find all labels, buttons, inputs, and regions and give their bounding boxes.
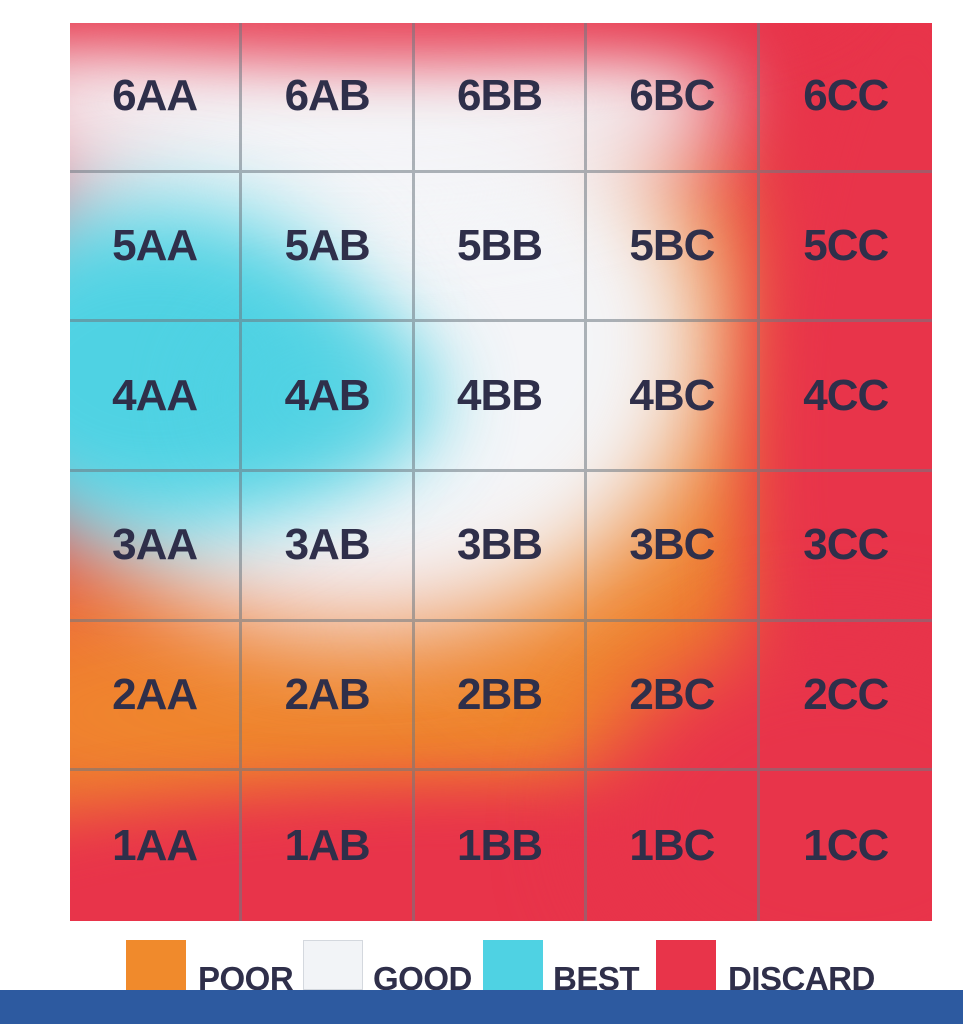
legend-swatch-good [303,940,363,990]
grid-cell-5BB: 5BB [414,172,588,323]
grid-cell-5BC: 5BC [587,172,760,323]
grid-cell-4BC: 4BC [587,322,760,472]
grid-cell-3BC: 3BC [587,472,760,622]
grid-cell-3AA: 3AA [70,472,243,622]
grid-cell-5AA: 5AA [70,172,243,323]
grid-cell-4CC: 4CC [759,322,932,472]
grid-cell-2BB: 2BB [414,621,588,772]
grid-cell-1BB: 1BB [415,771,588,921]
grid-cell-4BB: 4BB [414,322,588,472]
grid-cell-3CC: 3CC [759,472,932,622]
grid-cell-5AB: 5AB [242,172,415,323]
grid-cell-2BC: 2BC [587,621,760,772]
grid-cell-1BC: 1BC [587,771,760,921]
cell-grid: 6AA 6AB 6BB 6BC 6CC 5AA 5AB 5BB 5BC 5CC … [70,23,932,921]
grid-cell-2AB: 2AB [242,621,415,772]
grid-cell-2AA: 2AA [70,621,243,772]
grid-cell-6AB: 6AB [242,23,415,173]
grid-cell-1AA: 1AA [70,771,243,921]
grid-cell-3BB: 3BB [414,472,588,622]
grid-cell-4AA: 4AA [70,322,243,472]
grid-cell-6BC: 6BC [587,23,760,173]
legend-swatch-best [483,940,543,990]
grid-cell-5CC: 5CC [759,173,932,323]
grid-cell-6BB: 6BB [414,23,588,173]
grid-cell-1AB: 1AB [242,771,415,921]
grid-cell-1CC: 1CC [803,821,889,871]
grid-cell-6AA: 6AA [70,23,243,173]
legend-swatch-discard [656,940,716,990]
grid-cell-3AB: 3AB [242,472,415,622]
grid-cell-6CC: 6CC [759,23,932,173]
bottom-bar [0,990,963,1024]
legend-swatch-poor [126,940,186,990]
grid-cell-4AB: 4AB [242,322,415,472]
legend: POOR GOOD BEST DISCARD [0,935,963,997]
genotype-grid: 6AA 6AB 6BB 6BC 6CC 5AA 5AB 5BB 5BC 5CC … [70,23,932,921]
best-zone-inner [210,313,440,483]
grid-cell-2CC: 2CC [759,622,932,772]
